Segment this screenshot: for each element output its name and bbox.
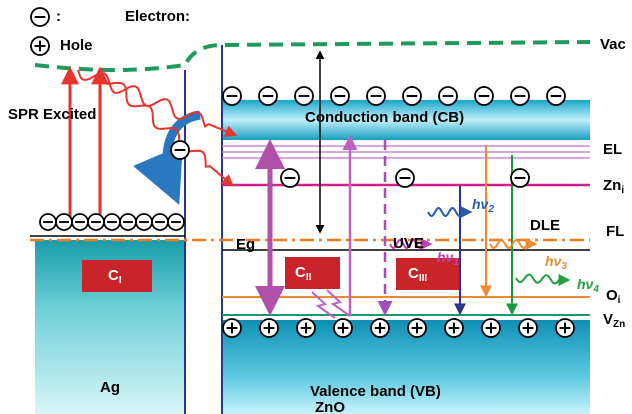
electron [438, 86, 458, 106]
electron [222, 86, 242, 106]
hole [444, 318, 464, 338]
photon-wave [77, 69, 238, 137]
legend-colon: : [56, 8, 61, 25]
level-label: EL [603, 141, 622, 158]
hole [259, 318, 279, 338]
hole [222, 318, 242, 338]
hole [518, 318, 538, 338]
photon-wave [515, 273, 571, 286]
center-label: CII [295, 264, 312, 283]
hole [296, 318, 316, 338]
center-label: CIII [408, 265, 427, 284]
hole [555, 318, 575, 338]
electron [87, 213, 105, 231]
electron [546, 86, 566, 106]
center-box [82, 260, 152, 292]
zno-label: ZnO [315, 399, 345, 414]
center-box [396, 258, 460, 290]
electron [402, 86, 422, 106]
center-box [285, 257, 340, 289]
electron [510, 168, 530, 188]
electron [510, 86, 530, 106]
electron [474, 86, 494, 106]
hole [481, 318, 501, 338]
eg-label: Eg [236, 236, 255, 253]
level-label: VZn [603, 311, 625, 330]
electron [55, 213, 73, 231]
ag-label: Ag [100, 379, 120, 396]
emission-label: hν2 [472, 196, 494, 215]
hole [370, 318, 390, 338]
legend-hole: Hole [60, 37, 93, 54]
vb-label: Valence band (VB) [310, 383, 441, 400]
level-label: Oi [606, 287, 621, 306]
electron [30, 7, 50, 27]
level-label: Vac [600, 36, 626, 53]
electron [258, 86, 278, 106]
uve-label: UVE [393, 235, 424, 252]
hole [30, 36, 50, 56]
electron [119, 213, 137, 231]
electron [103, 213, 121, 231]
legend-electron: Electron: [125, 8, 190, 25]
vacuum-level [34, 40, 591, 72]
electron [151, 213, 169, 231]
hole [407, 318, 427, 338]
photon-wave [99, 71, 234, 187]
electron [170, 140, 190, 160]
photon-wave [427, 206, 473, 218]
level-label: Zni [603, 177, 624, 196]
el-lines [222, 145, 590, 159]
dle-label: DLE [530, 217, 560, 234]
electron [280, 168, 300, 188]
electron [135, 213, 153, 231]
emission-label: hν1 [437, 249, 459, 268]
level-label: FL [606, 223, 624, 240]
conduction-band [222, 100, 590, 140]
photon-wave [489, 238, 538, 250]
emission-label: hν4 [577, 276, 599, 295]
emission-label: hν3 [545, 253, 567, 272]
center-label: CI [108, 267, 122, 286]
arrows [61, 50, 518, 319]
electron [366, 86, 386, 106]
spr-label: SPR Excited [8, 106, 96, 123]
electron [71, 213, 89, 231]
electron [167, 213, 185, 231]
electron [294, 86, 314, 106]
electron [330, 86, 350, 106]
photon-wave [389, 238, 433, 250]
hole [333, 318, 353, 338]
electron [39, 213, 57, 231]
cb-label: Conduction band (CB) [305, 109, 464, 126]
electron [395, 168, 415, 188]
